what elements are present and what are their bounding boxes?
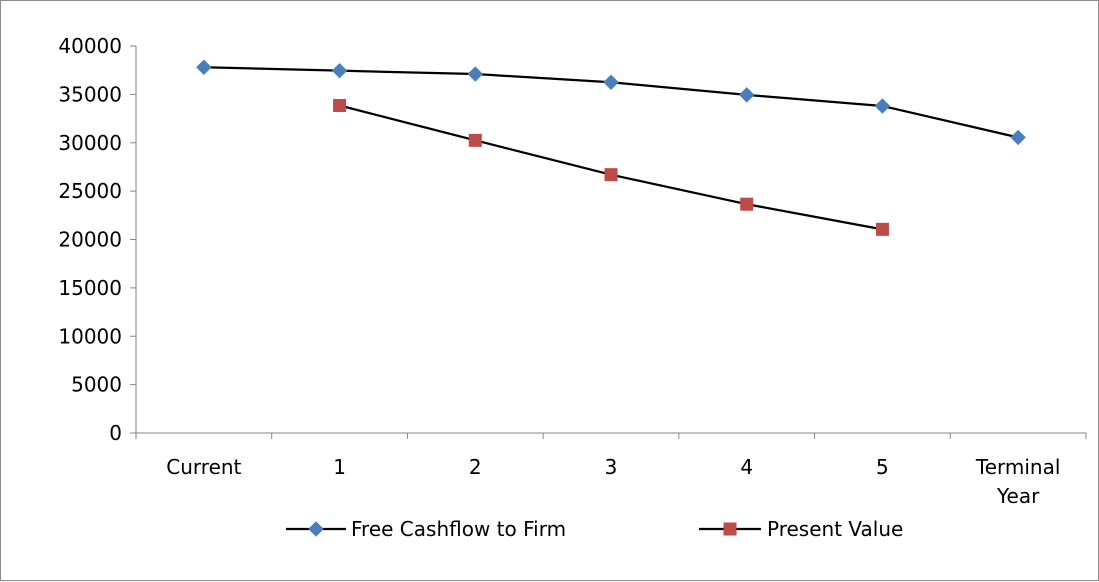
legend-marker-square — [723, 522, 737, 536]
x-tick-label: Current — [166, 455, 241, 479]
data-point-diamond — [331, 62, 348, 79]
legend-marker-diamond — [308, 521, 324, 537]
y-tick-label: 40000 — [58, 34, 122, 58]
y-tick-label: 10000 — [58, 324, 122, 348]
data-point-square — [604, 168, 618, 182]
y-tick-label: 15000 — [58, 276, 122, 300]
x-tick-label: 3 — [605, 455, 618, 479]
data-point-square — [468, 133, 482, 147]
y-tick-label: 25000 — [58, 179, 122, 203]
series-line-2 — [339, 104, 883, 231]
y-tick-label: 0 — [109, 421, 122, 445]
y-tick-label: 30000 — [58, 131, 122, 155]
data-point-diamond — [467, 66, 483, 82]
data-point-diamond — [739, 87, 755, 103]
data-point-diamond — [603, 74, 619, 90]
data-point-square — [875, 222, 889, 236]
y-tick-label: 20000 — [58, 228, 122, 252]
x-tick-label: 2 — [469, 455, 482, 479]
x-tick-label-line: Current — [166, 455, 241, 479]
x-tick-label-line: 2 — [469, 455, 482, 479]
x-tick-label-line: 4 — [740, 455, 753, 479]
legend-label: Free Cashflow to Firm — [351, 517, 566, 541]
data-point-square — [333, 99, 347, 113]
data-point-diamond — [196, 59, 212, 75]
x-tick-label-line: Terminal — [975, 455, 1061, 479]
y-tick-label: 5000 — [71, 373, 122, 397]
x-tick-label: 1 — [333, 455, 346, 479]
legend-label: Present Value — [767, 517, 903, 541]
x-tick-label: Terminal Year — [975, 455, 1061, 508]
x-tick-label-line: 1 — [333, 455, 346, 479]
x-tick-label-line: Year — [996, 484, 1040, 508]
data-point-square — [740, 197, 754, 211]
data-point-diamond — [1010, 129, 1026, 146]
y-tick-label: 35000 — [58, 82, 122, 106]
x-tick-label-line: 5 — [876, 455, 889, 479]
data-point-diamond — [874, 98, 891, 114]
x-tick-label: 5 — [876, 455, 889, 479]
x-tick-label: 4 — [740, 455, 753, 479]
x-tick-label-line: 3 — [605, 455, 618, 479]
